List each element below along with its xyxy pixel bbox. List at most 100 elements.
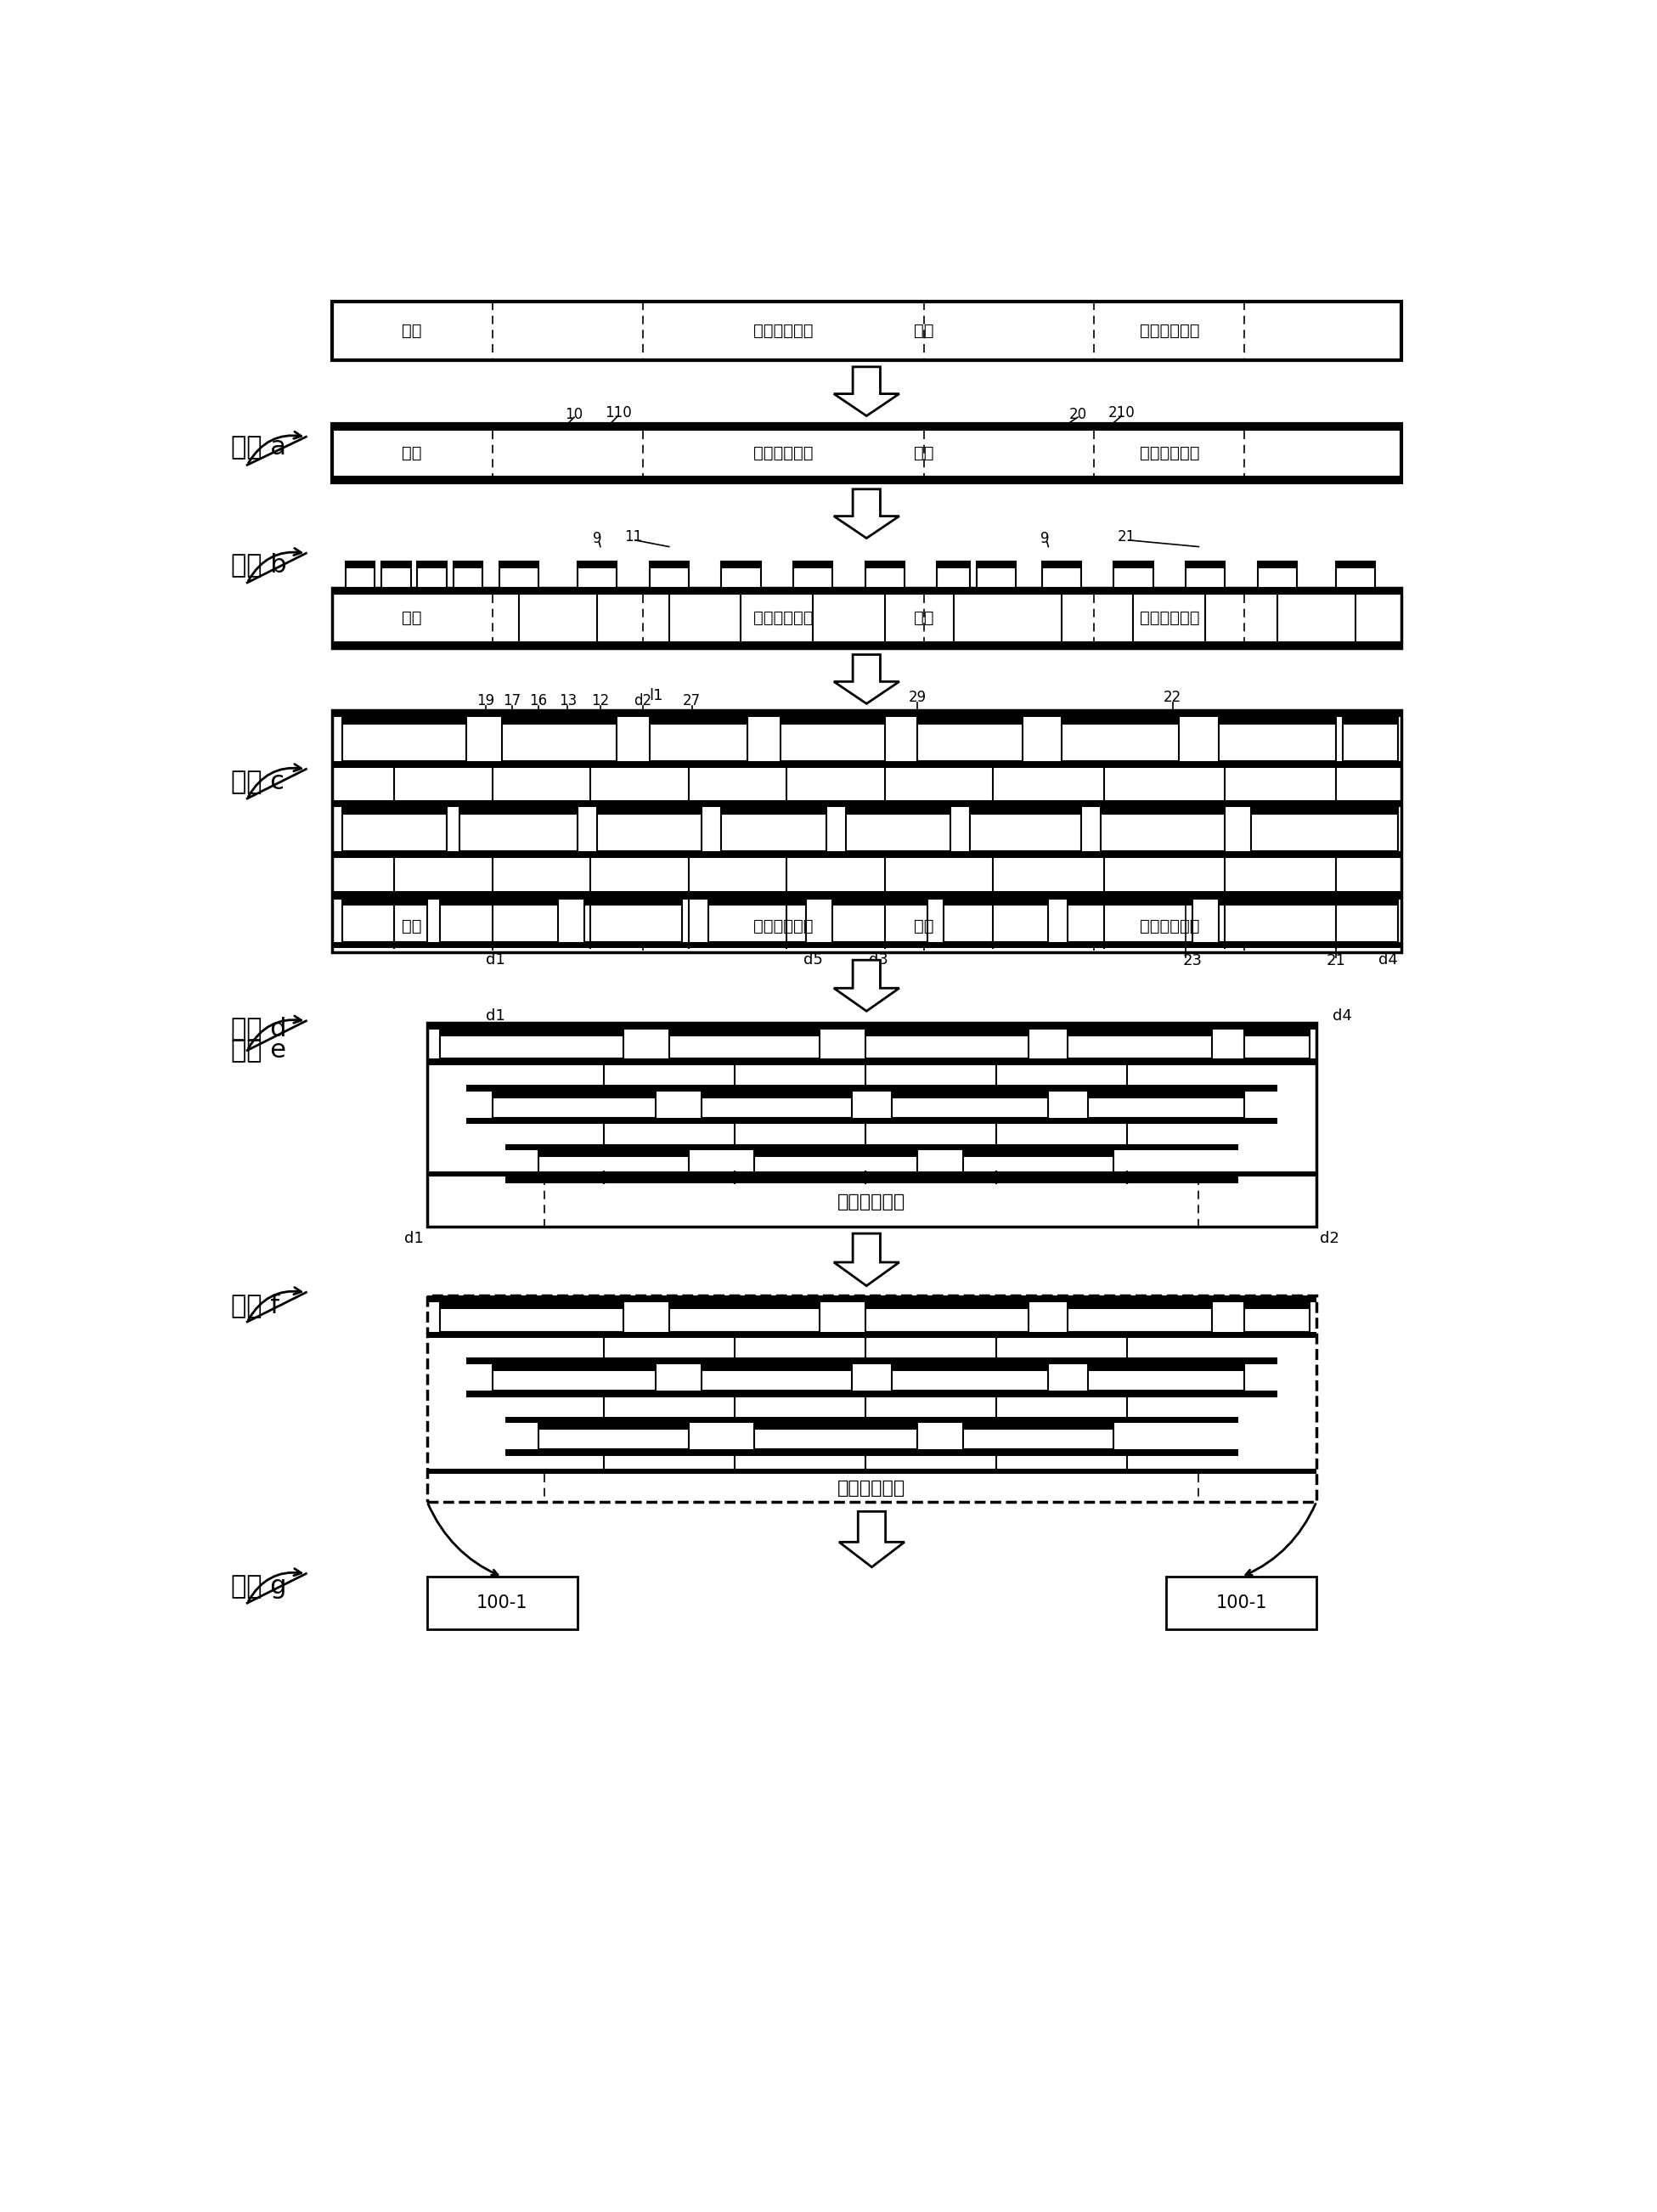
- Text: 步骤 f: 步骤 f: [230, 1294, 280, 1318]
- Bar: [1244, 1303, 1311, 1332]
- Bar: [1342, 717, 1399, 761]
- Text: d4: d4: [1379, 953, 1399, 967]
- Bar: [708, 898, 807, 942]
- Bar: [891, 1365, 1049, 1391]
- Bar: [845, 807, 949, 852]
- Bar: [650, 562, 689, 588]
- Text: 第一芯片元件: 第一芯片元件: [754, 918, 814, 933]
- Bar: [669, 1303, 820, 1332]
- Bar: [963, 1150, 1114, 1177]
- Bar: [780, 717, 885, 761]
- Bar: [333, 301, 1402, 361]
- Bar: [333, 852, 1402, 858]
- Bar: [703, 1091, 852, 1097]
- Polygon shape: [833, 489, 900, 538]
- Bar: [502, 717, 616, 761]
- Bar: [703, 1365, 852, 1371]
- Bar: [669, 1303, 820, 1310]
- Bar: [333, 425, 1402, 482]
- Bar: [754, 1422, 918, 1449]
- Bar: [976, 562, 1016, 588]
- Bar: [865, 1029, 1029, 1060]
- Bar: [780, 717, 885, 726]
- Bar: [505, 1144, 1238, 1150]
- Text: 步骤 c: 步骤 c: [230, 770, 285, 794]
- Bar: [891, 1091, 1049, 1117]
- Text: 第二芯片元件: 第二芯片元件: [1140, 918, 1200, 933]
- Bar: [1100, 807, 1225, 852]
- Text: 110: 110: [605, 405, 631, 420]
- Bar: [794, 562, 832, 588]
- Polygon shape: [833, 1234, 900, 1285]
- Text: 第一芯片元件: 第一芯片元件: [754, 323, 814, 338]
- Bar: [721, 562, 761, 588]
- Bar: [502, 717, 616, 726]
- Bar: [428, 1577, 578, 1630]
- Text: 20: 20: [1069, 407, 1087, 422]
- Bar: [341, 807, 447, 852]
- Bar: [441, 898, 558, 905]
- Bar: [341, 807, 447, 814]
- Bar: [650, 562, 689, 568]
- Text: 100-1: 100-1: [1216, 1595, 1268, 1613]
- Bar: [832, 898, 928, 905]
- Bar: [492, 1365, 656, 1371]
- Bar: [441, 1029, 623, 1060]
- Text: 芯片: 芯片: [403, 918, 423, 933]
- Bar: [976, 562, 1016, 568]
- Text: 步骤 b: 步骤 b: [230, 553, 287, 577]
- Bar: [333, 710, 1402, 717]
- Text: d1: d1: [486, 953, 505, 967]
- Bar: [1251, 807, 1399, 814]
- Bar: [466, 1391, 1278, 1398]
- Bar: [938, 562, 969, 568]
- Text: 19: 19: [477, 692, 495, 708]
- Bar: [333, 588, 1402, 648]
- Bar: [1244, 1303, 1311, 1310]
- Bar: [918, 717, 1022, 761]
- Text: d2: d2: [1321, 1232, 1339, 1245]
- Polygon shape: [833, 367, 900, 416]
- Bar: [1218, 717, 1336, 726]
- Bar: [865, 1029, 1029, 1035]
- Bar: [428, 1172, 1316, 1177]
- Text: 芯片: 芯片: [915, 445, 935, 462]
- Text: 210: 210: [1109, 405, 1135, 420]
- Bar: [1336, 562, 1375, 568]
- Text: 11: 11: [625, 529, 643, 544]
- Bar: [499, 562, 539, 568]
- Text: 步骤 g: 步骤 g: [230, 1575, 287, 1599]
- Bar: [1186, 562, 1225, 588]
- Bar: [539, 1150, 689, 1157]
- Bar: [454, 562, 482, 588]
- Bar: [1087, 1091, 1244, 1097]
- Text: d2: d2: [635, 692, 651, 708]
- Text: 第一芯片元件: 第一芯片元件: [754, 611, 814, 626]
- Text: 芯片: 芯片: [403, 323, 423, 338]
- Bar: [333, 641, 1402, 648]
- Text: 第二芯片元件: 第二芯片元件: [1140, 445, 1200, 462]
- Text: 12: 12: [592, 692, 610, 708]
- Bar: [1167, 1577, 1316, 1630]
- Bar: [1069, 1029, 1211, 1035]
- Text: 21: 21: [1326, 953, 1345, 969]
- Bar: [865, 562, 905, 568]
- Bar: [428, 1022, 1316, 1228]
- Bar: [441, 1303, 623, 1332]
- Bar: [459, 807, 578, 814]
- Bar: [1336, 562, 1375, 588]
- Text: 17: 17: [504, 692, 520, 708]
- Bar: [454, 562, 482, 568]
- Text: d1: d1: [486, 1009, 505, 1024]
- Bar: [333, 476, 1402, 482]
- Bar: [345, 562, 374, 568]
- Bar: [650, 717, 747, 726]
- Bar: [333, 425, 1402, 431]
- Bar: [754, 1150, 918, 1157]
- Bar: [1062, 717, 1180, 761]
- Bar: [865, 1303, 1029, 1310]
- Text: 27: 27: [683, 692, 701, 708]
- Bar: [492, 1365, 656, 1391]
- Bar: [845, 807, 949, 814]
- Text: l1: l1: [650, 688, 663, 703]
